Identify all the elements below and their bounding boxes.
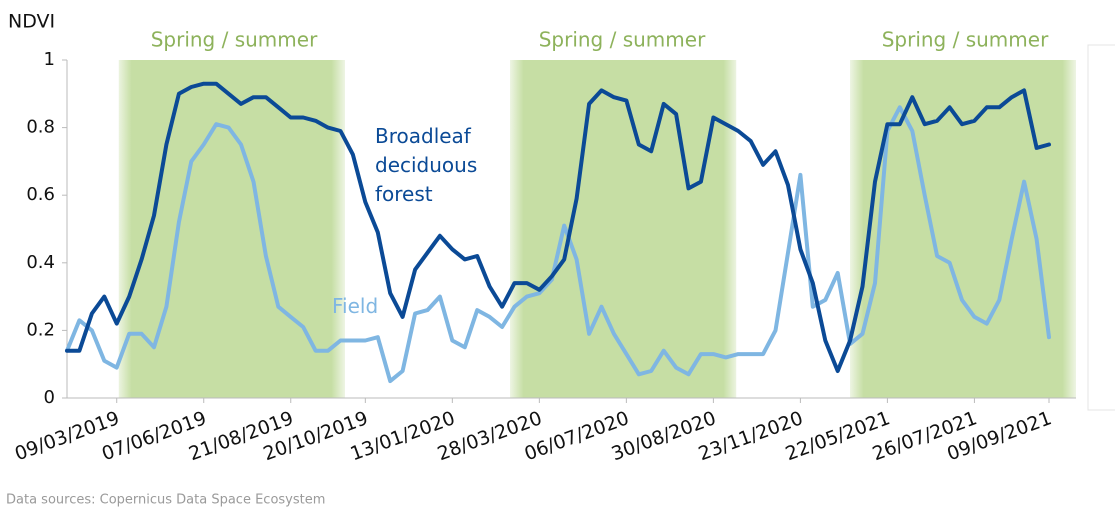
source-note: Data sources: Copernicus Data Space Ecos… (6, 493, 325, 508)
side-panel (1087, 44, 1115, 411)
season-label: Spring / summer (539, 28, 706, 52)
y-tick-label: 1 (44, 49, 55, 70)
y-tick-label: 0 (44, 387, 55, 408)
y-axis-label: NDVI (8, 11, 55, 33)
season-label: Spring / summer (882, 28, 1049, 52)
y-tick-label: 0.6 (26, 184, 55, 205)
series-line (65, 105, 1051, 384)
series-line (65, 81, 1051, 373)
season-band (510, 60, 737, 398)
series-label: Broadleaf deciduous forest (375, 124, 478, 206)
series-label: Field (332, 294, 379, 318)
y-tick-label: 0.4 (26, 252, 55, 273)
y-tick-label: 0.2 (26, 319, 55, 340)
y-tick-label: 0.8 (26, 117, 55, 138)
season-label: Spring / summer (151, 28, 318, 52)
season-band (850, 60, 1076, 398)
